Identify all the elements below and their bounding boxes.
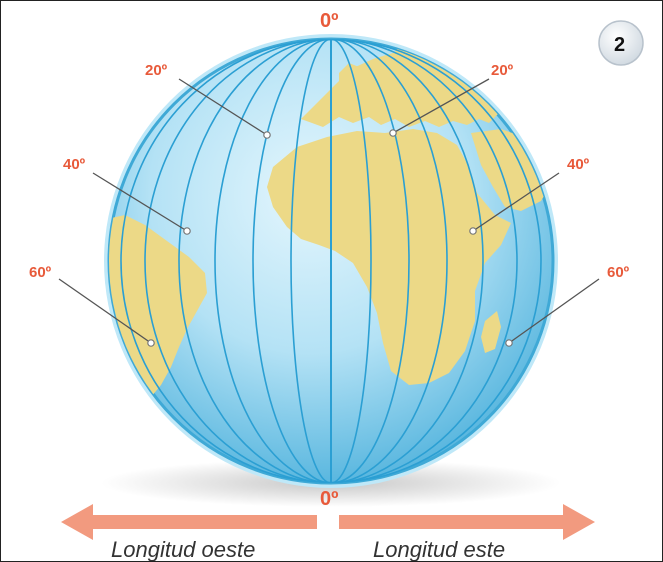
marker-west-20 (263, 131, 271, 139)
madagascar-landmass (481, 311, 501, 353)
label-west-60: 60º (29, 264, 52, 281)
label-bottom-zero: 0º (320, 488, 338, 510)
marker-east-60 (505, 339, 513, 347)
leader-lines (58, 78, 600, 344)
leader-east-60 (508, 278, 600, 344)
leader-west-60 (58, 278, 152, 344)
label-west-40: 40º (63, 156, 86, 173)
label-longitud-oeste: Longitud oeste (111, 537, 255, 562)
label-east-60: 60º (607, 264, 630, 281)
africa-landmass (267, 129, 511, 385)
marker-east-20 (389, 129, 397, 137)
badge-number: 2 (614, 34, 625, 56)
label-longitud-este: Longitud este (373, 537, 505, 562)
leader-west-20 (178, 78, 268, 136)
leader-east-20 (392, 78, 490, 134)
arrow-east (339, 504, 595, 540)
meridian-west-1 (290, 39, 372, 483)
longitude-arrows (61, 504, 595, 540)
meridian-west-2 (252, 39, 410, 483)
badge-circle (598, 20, 644, 66)
meridian-markers (147, 129, 513, 347)
marker-west-40 (183, 227, 191, 235)
meridian-west-4 (178, 39, 484, 483)
meridian-west-3 (214, 39, 448, 483)
marker-east-40 (469, 227, 477, 235)
leader-east-40 (472, 172, 560, 232)
label-west-20: 20º (145, 62, 168, 79)
meridian-lines (120, 39, 542, 483)
meridian-outer (120, 39, 542, 483)
label-east-20: 20º (491, 62, 514, 79)
leader-west-40 (92, 172, 188, 232)
meridian-west-5 (144, 39, 518, 483)
marker-west-60 (147, 339, 155, 347)
label-top-zero: 0º (320, 10, 338, 32)
landmasses (109, 41, 553, 397)
arrow-west (61, 504, 317, 540)
label-east-40: 40º (567, 156, 590, 173)
